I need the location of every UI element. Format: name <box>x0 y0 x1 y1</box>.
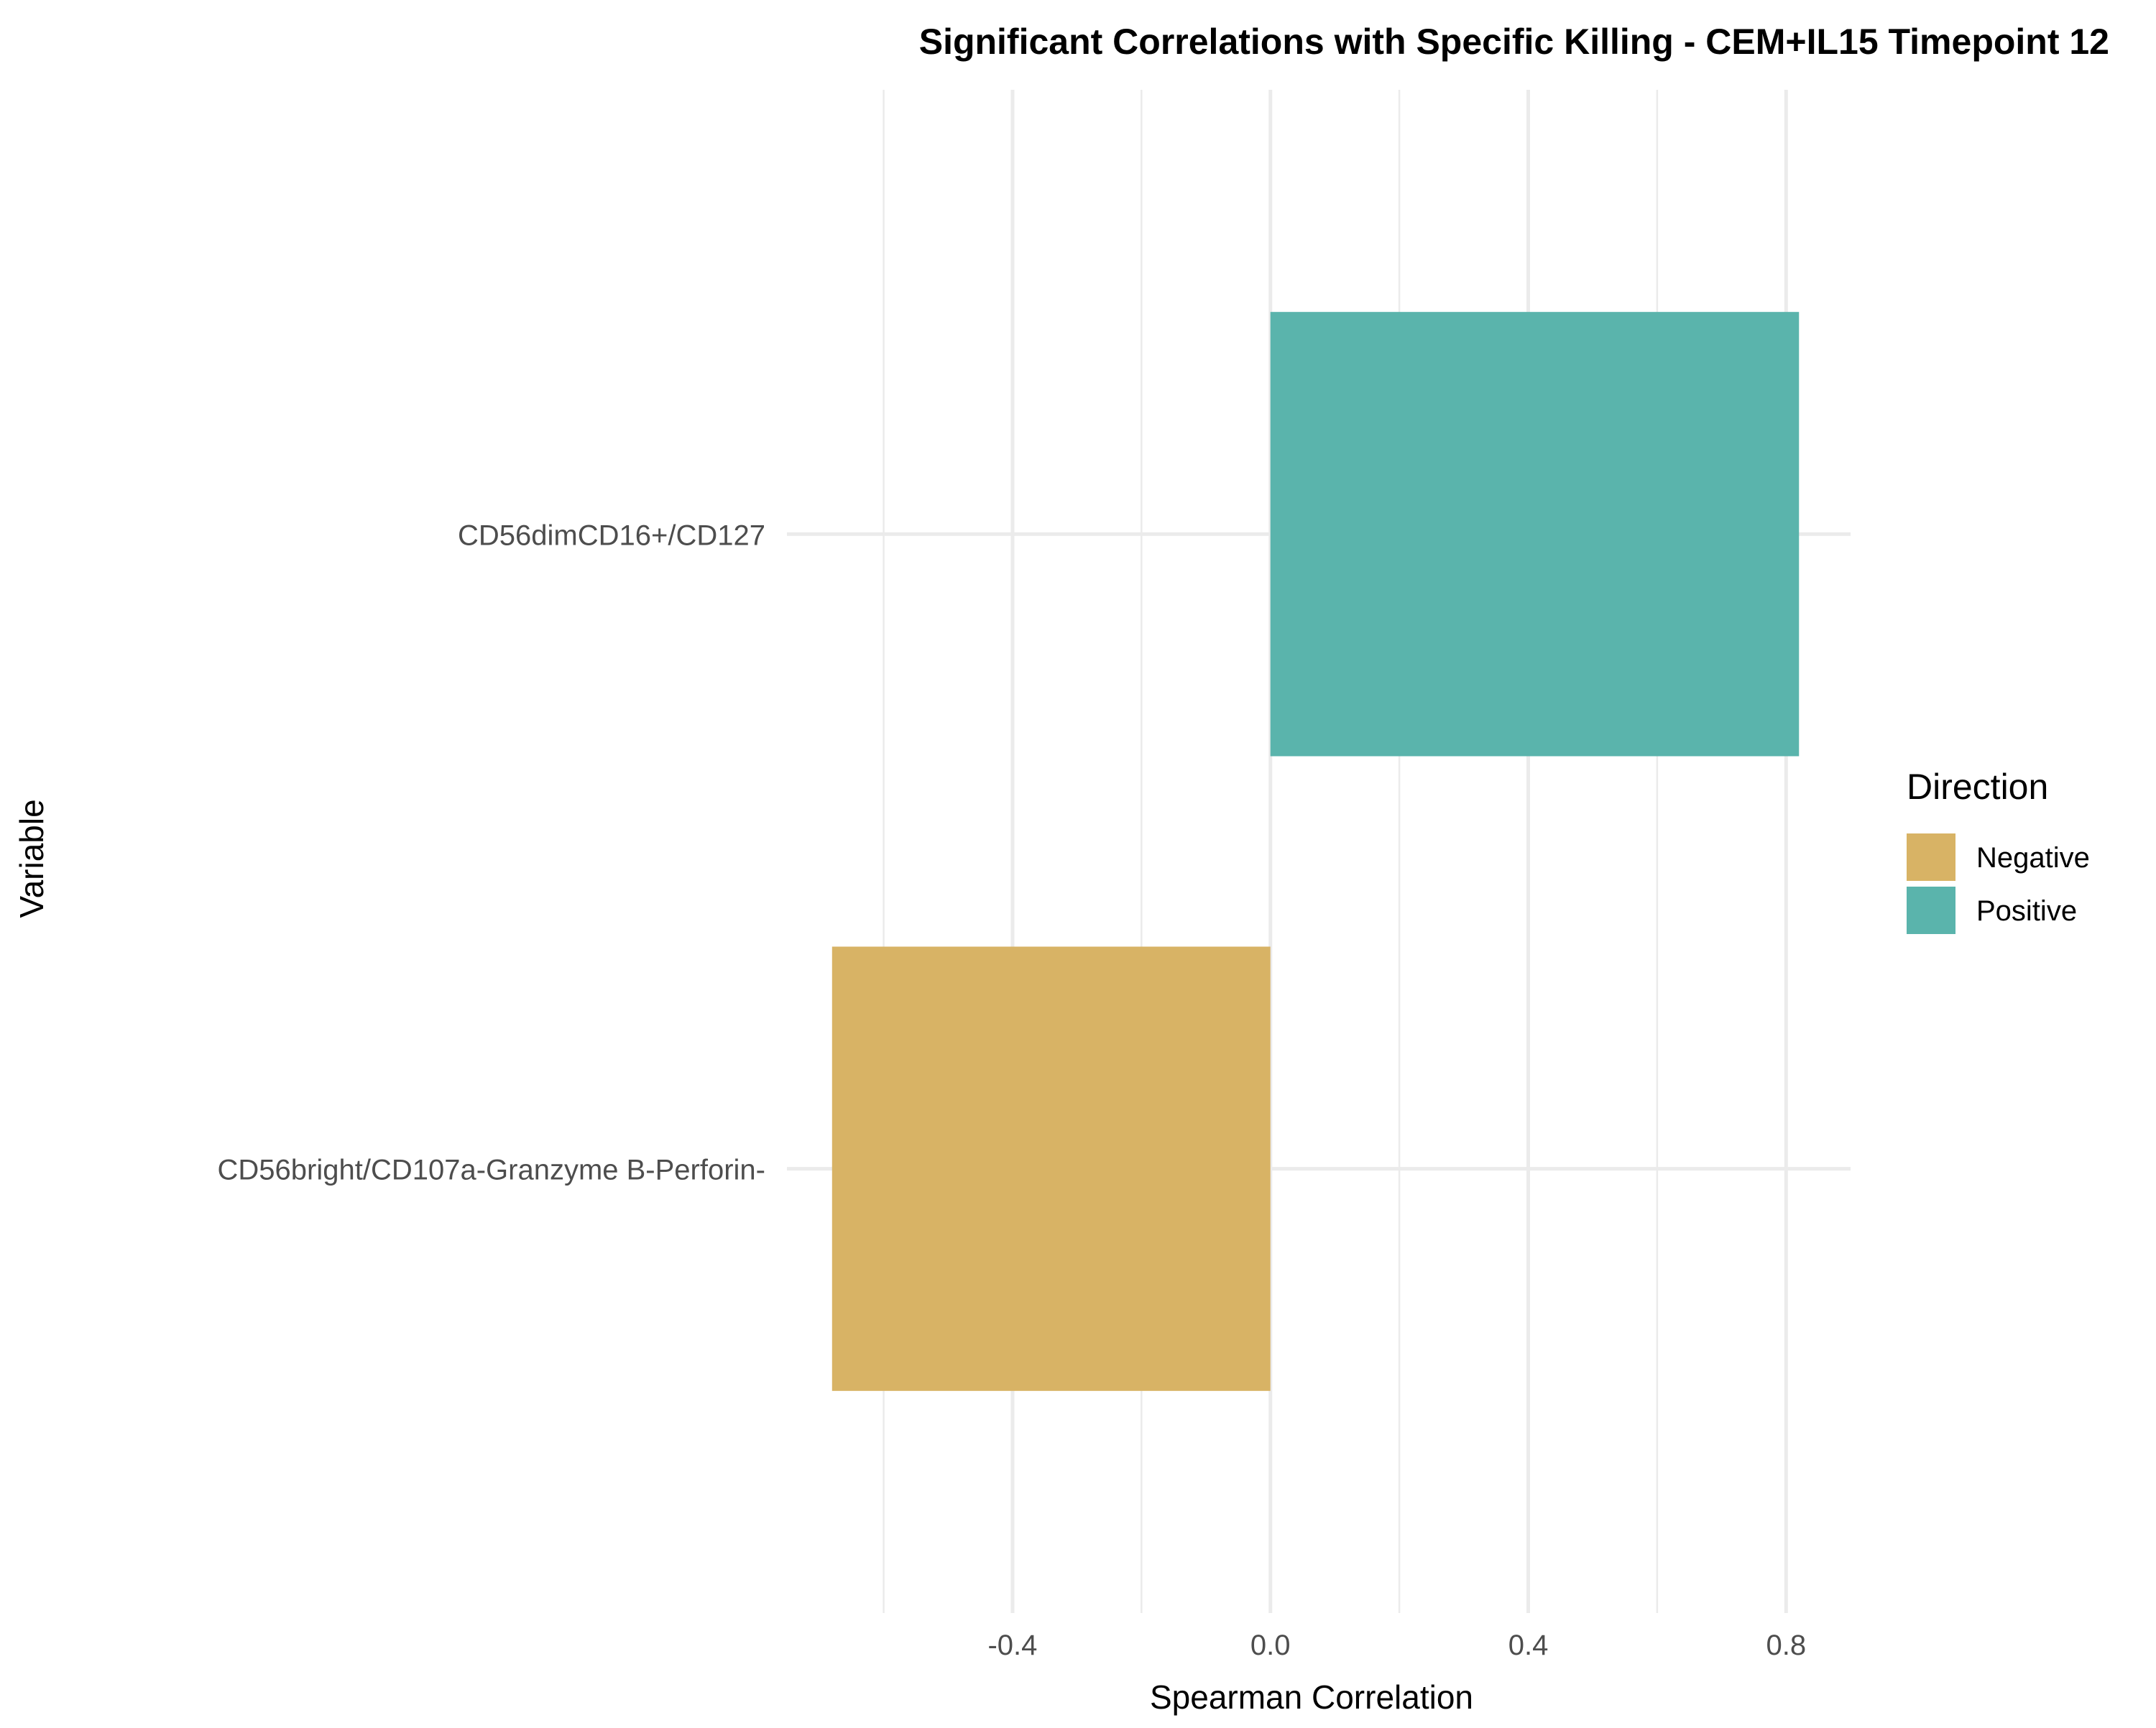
legend: Direction Negative Positive <box>1907 767 2090 934</box>
x-tick-label: 0.8 <box>1766 1630 1806 1661</box>
y-tick-label: CD56dimCD16+/CD127 <box>458 519 765 551</box>
bar-negative <box>831 946 1271 1391</box>
bar-positive <box>1270 312 1800 757</box>
y-axis-title: Variable <box>13 799 50 918</box>
legend-swatch-negative <box>1907 833 1955 881</box>
x-tick-labels: -0.4 0.0 0.4 0.8 <box>987 1630 1806 1661</box>
x-axis-title: Spearman Correlation <box>1150 1678 1473 1716</box>
x-tick-label: -0.4 <box>987 1630 1037 1661</box>
y-tick-labels: CD56dimCD16+/CD127 CD56bright/CD107a-Gran… <box>218 519 766 1186</box>
legend-swatch-positive <box>1907 887 1955 934</box>
bars <box>831 312 1800 1391</box>
legend-items: Negative Positive <box>1907 833 2090 934</box>
x-tick-label: 0.4 <box>1508 1630 1549 1661</box>
legend-label-negative: Negative <box>1976 842 2090 874</box>
chart-title: Significant Correlations with Specific K… <box>919 22 2109 62</box>
y-tick-label: CD56bright/CD107a-Granzyme B-Perforin- <box>218 1155 766 1186</box>
legend-label-positive: Positive <box>1976 895 2077 927</box>
legend-title: Direction <box>1907 767 2048 807</box>
x-tick-label: 0.0 <box>1250 1630 1291 1661</box>
